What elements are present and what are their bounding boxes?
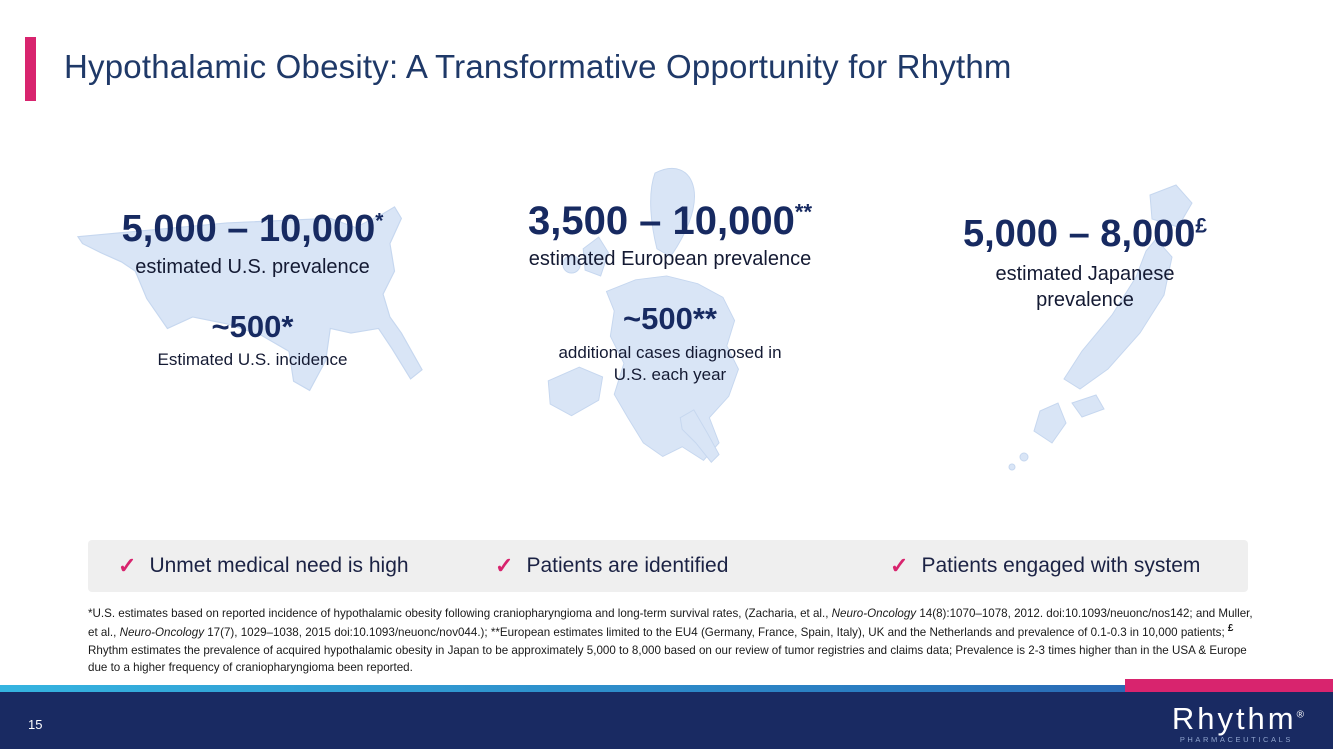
page-number: 15: [28, 717, 43, 732]
japan-map-icon: [935, 165, 1245, 505]
stat-value-us-incidence: ~500*: [211, 308, 294, 344]
footnote-text: 14(8):1070–1078, 2012. doi:10.1093/neuon…: [88, 607, 1253, 640]
stat-value-text: 5,000 – 8,000: [962, 213, 1196, 255]
footnote-text: 17(7), 1029–1038, 2015 doi:10.1093/neuon…: [204, 626, 1228, 640]
stat-label-japan-prevalence: estimated Japanese prevalence: [995, 262, 1175, 311]
title-accent-bar: [25, 37, 36, 101]
stat-value-europe-incidence: ~500**: [623, 301, 717, 336]
stat-column-us: 5,000 – 10,000* estimated U.S. prevalenc…: [55, 165, 450, 465]
stat-marker: £: [1195, 214, 1208, 238]
checklist-bar: ✓ Unmet medical need is high ✓ Patients …: [88, 540, 1248, 592]
footer-gradient-strip: [0, 679, 1333, 692]
checklist-item-label: Patients engaged with system: [921, 554, 1201, 577]
registered-mark-icon: ®: [1296, 709, 1307, 721]
stat-value-us-prevalence: 5,000 – 10,000*: [55, 208, 450, 250]
page-title: Hypothalamic Obesity: A Transformative O…: [64, 48, 1012, 85]
stat-value-europe-prevalence: 3,500 – 10,000**: [470, 200, 870, 242]
checklist-item: ✓ Unmet medical need is high: [118, 540, 409, 592]
brand-logo-wordmark: Rhythm®: [1172, 703, 1307, 734]
check-icon: ✓: [118, 553, 137, 578]
us-map-icon: [55, 170, 445, 425]
checklist-item-label: Patients are identified: [526, 554, 729, 577]
europe-map-icon: [490, 155, 820, 525]
checklist-item-label: Unmet medical need is high: [149, 554, 409, 577]
footer-bar: 15 Rhythm® PHARMACEUTICALS: [0, 692, 1333, 749]
footnote-journal: Neuro-Oncology: [119, 626, 204, 640]
footnote-text: *U.S. estimates based on reported incide…: [88, 607, 832, 620]
stat-marker: *: [375, 209, 384, 233]
checklist-item: ✓ Patients are identified: [495, 540, 728, 592]
check-icon: ✓: [890, 553, 909, 578]
stat-value-text: 3,500 – 10,000: [527, 199, 795, 243]
brand-logo: Rhythm® PHARMACEUTICALS: [1172, 703, 1307, 744]
stat-value-japan-prevalence: 5,000 – 8,000£: [920, 213, 1250, 255]
checklist-item: ✓ Patients engaged with system: [890, 540, 1200, 592]
footnote-text: Rhythm estimates the prevalence of acqui…: [88, 643, 1247, 675]
brand-logo-subtitle: PHARMACEUTICALS: [1179, 734, 1293, 744]
footnote: *U.S. estimates based on reported incide…: [88, 605, 1253, 676]
stat-column-europe: 3,500 – 10,000** estimated European prev…: [470, 150, 870, 540]
stat-label-us-prevalence: estimated U.S. prevalence: [135, 255, 370, 278]
stat-marker: **: [794, 199, 813, 225]
stat-column-japan: 5,000 – 8,000£ estimated Japanese preval…: [920, 175, 1250, 525]
footnote-journal: Neuro-Oncology: [831, 607, 917, 620]
footer-strip-pink: [1125, 679, 1333, 692]
stat-label-europe-incidence: additional cases diagnosed in U.S. each …: [558, 343, 782, 385]
stat-label-us-incidence: Estimated U.S. incidence: [157, 349, 348, 369]
check-icon: ✓: [495, 553, 514, 578]
stat-label-europe-prevalence: estimated European prevalence: [528, 248, 812, 270]
footnote-marker: £: [1227, 623, 1234, 635]
brand-logo-text: Rhythm: [1171, 700, 1297, 736]
footer-strip-blue: [0, 685, 1125, 692]
stat-value-text: 5,000 – 10,000: [121, 208, 376, 250]
